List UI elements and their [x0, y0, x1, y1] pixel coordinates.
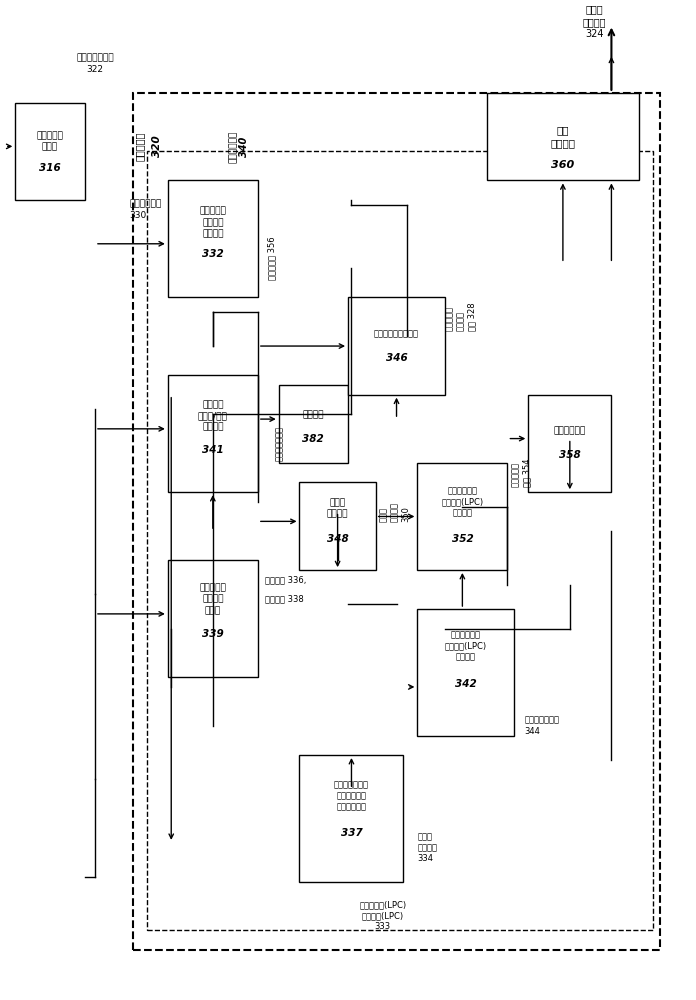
Bar: [299, 482, 376, 570]
Bar: [168, 375, 258, 492]
Text: 352: 352: [452, 534, 473, 544]
Bar: [348, 297, 445, 395]
Text: 窄频带语音
解码器: 窄频带语音 解码器: [36, 131, 63, 152]
Text: 320: 320: [152, 136, 162, 157]
Bar: [278, 385, 348, 463]
Bar: [418, 609, 514, 736]
Text: 宽带扩展器: 宽带扩展器: [135, 132, 145, 161]
Text: 上频带
激发信号
350: 上频带 激发信号 350: [379, 502, 411, 522]
Text: 358: 358: [559, 450, 580, 460]
Bar: [15, 103, 85, 200]
Text: 增益经调整
的上频带
信号 328: 增益经调整 的上频带 信号 328: [445, 303, 476, 331]
Text: 339: 339: [202, 629, 223, 639]
Text: 话音活动
检测器/模式
决策模块: 话音活动 检测器/模式 决策模块: [198, 401, 228, 432]
Text: 上频带合成
信号 354: 上频带合成 信号 354: [511, 458, 531, 487]
Bar: [299, 755, 404, 882]
Text: 音高滤后和
音高增益
估计器: 音高滤后和 音高增益 估计器: [199, 584, 226, 615]
Text: 窄频带
线谱频率
334: 窄频带 线谱频率 334: [418, 832, 437, 863]
Text: 360: 360: [551, 160, 574, 170]
Text: 窄频带话音信号
322: 窄频带话音信号 322: [76, 54, 113, 74]
Bar: [168, 560, 258, 677]
Text: 上频带线谱频率
344: 上频带线谱频率 344: [525, 716, 560, 736]
Text: 宽频带
语音信号
324: 宽频带 语音信号 324: [583, 4, 606, 39]
Text: 所发射的信号
330: 所发射的信号 330: [129, 200, 162, 220]
Text: 340: 340: [239, 136, 249, 157]
Text: 346: 346: [386, 353, 407, 363]
Text: 时间增益模块: 时间增益模块: [554, 426, 586, 435]
Bar: [168, 180, 258, 297]
Bar: [418, 463, 507, 570]
Text: 332: 332: [202, 249, 223, 259]
Text: 音高增益 338: 音高增益 338: [264, 595, 303, 604]
Text: 上频带增益 356: 上频带增益 356: [267, 237, 276, 280]
Text: 窄频带残余信号: 窄频带残余信号: [275, 426, 284, 461]
Bar: [133, 93, 660, 950]
Text: 348: 348: [326, 534, 349, 544]
Text: 窄频带线性(LPC)
预测系数(LPC)
333: 窄频带线性(LPC) 预测系数(LPC) 333: [359, 900, 406, 931]
Text: 上频带线性性
预测编码(LPC)
估计模块: 上频带线性性 预测编码(LPC) 估计模块: [445, 630, 487, 662]
Text: 上频带线性性
预测编码(LPC)
合成模块: 上频带线性性 预测编码(LPC) 合成模块: [441, 486, 484, 517]
Text: 382: 382: [303, 434, 324, 444]
Text: 窄频带线性预测
系数到线频谱
频率转换模块: 窄频带线性预测 系数到线频谱 频率转换模块: [334, 780, 369, 812]
Text: 窄频带线性
预测编码
分析模块: 窄频带线性 预测编码 分析模块: [199, 207, 226, 238]
Text: 341: 341: [202, 445, 223, 455]
Text: 宽带宽余信号: 宽带宽余信号: [229, 130, 238, 163]
Text: 模式决策: 模式决策: [303, 411, 324, 420]
Bar: [147, 151, 653, 930]
Text: 音高滤后 336,: 音高滤后 336,: [264, 575, 306, 584]
Text: 342: 342: [455, 679, 477, 689]
Text: 337: 337: [340, 828, 363, 838]
Bar: [528, 395, 611, 492]
Text: 合成
滤波器组: 合成 滤波器组: [551, 125, 576, 148]
Text: 上频带增益估计模块: 上频带增益估计模块: [374, 329, 419, 338]
Bar: [487, 93, 639, 180]
Text: 非线性
处理模块: 非线性 处理模块: [327, 499, 349, 519]
Text: 316: 316: [39, 163, 61, 173]
